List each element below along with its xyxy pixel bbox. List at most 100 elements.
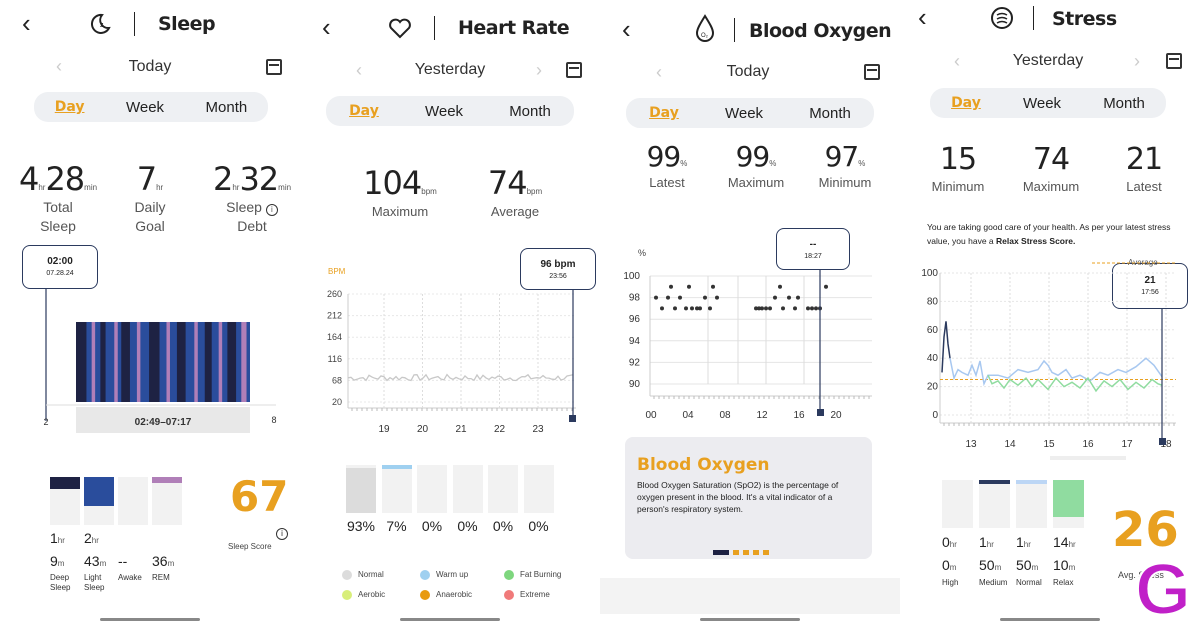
- carousel-dot-active[interactable]: [713, 550, 729, 555]
- carousel-dots[interactable]: [713, 542, 769, 560]
- stage-minutes: 43m: [84, 553, 107, 569]
- carousel-dot[interactable]: [763, 550, 769, 555]
- tab-week[interactable]: Week: [125, 98, 165, 116]
- data-point: [673, 306, 677, 311]
- x-tick-label: 20: [417, 424, 429, 435]
- svg-text:O₂: O₂: [701, 33, 709, 39]
- data-point: [760, 306, 764, 311]
- tab-day[interactable]: Day: [54, 99, 85, 115]
- x-tick-label: 2: [43, 417, 48, 427]
- data-point: [678, 295, 682, 300]
- stat-label: Debt: [237, 218, 267, 234]
- tooltip-time: 23:56: [549, 273, 567, 280]
- stress-line: [949, 357, 1163, 387]
- legend-item: Warm up: [420, 570, 468, 580]
- sleep-stage-chart[interactable]: 02:49–07:17 2 8: [0, 289, 300, 439]
- sleep-debt-stat: 2hr32min Sleep i Debt: [212, 160, 292, 236]
- tooltip-value: 21: [1144, 275, 1156, 286]
- back-icon[interactable]: ‹: [918, 2, 927, 32]
- tab-week[interactable]: Week: [1022, 94, 1062, 112]
- oxygen-tooltip: -- 18:27: [776, 228, 850, 270]
- stat-label: Total: [43, 199, 73, 215]
- level-hours: 0hr: [942, 534, 957, 550]
- stress-level-bar: [979, 480, 1010, 528]
- m-unit: m: [167, 559, 175, 568]
- stat-value: 74: [1032, 142, 1070, 177]
- sleep-score: 67: [230, 472, 289, 521]
- heart-rate-panel: ‹ Heart Rate ‹ Yesterday › Day Week Mont…: [300, 0, 600, 628]
- tab-month[interactable]: Month: [509, 102, 551, 120]
- data-point: [754, 306, 758, 311]
- data-point: [781, 306, 785, 311]
- level-minutes: 50m: [979, 557, 1002, 573]
- scroll-indicator[interactable]: [1050, 456, 1126, 460]
- tab-day[interactable]: Day: [349, 103, 379, 119]
- data-point: [787, 295, 791, 300]
- tab-month[interactable]: Month: [205, 98, 248, 116]
- prev-date-icon[interactable]: ‹: [56, 56, 62, 76]
- carousel-dot[interactable]: [743, 550, 749, 555]
- header-separator: [134, 12, 135, 36]
- prev-date-icon[interactable]: ‹: [656, 62, 662, 82]
- header-separator: [434, 16, 435, 40]
- data-point: [768, 306, 772, 311]
- stress-stat: 21 Latest: [1104, 142, 1184, 196]
- back-icon[interactable]: ‹: [622, 14, 631, 44]
- stat-label: Goal: [135, 218, 165, 234]
- stage-bar: [50, 477, 80, 525]
- x-tick-label: 8: [271, 415, 276, 425]
- info-text: Blood Oxygen Saturation (SpO2) is the pe…: [637, 480, 839, 514]
- stress-panel: ‹ Stress ‹ Yesterday › Day Week Month Yo…: [900, 0, 1200, 628]
- tooltip-time: 18:27: [804, 253, 822, 260]
- calendar-icon[interactable]: [266, 59, 282, 75]
- calendar-icon[interactable]: [566, 62, 582, 78]
- stage-bar-fill: [50, 477, 80, 489]
- prev-date-icon[interactable]: ‹: [356, 60, 362, 80]
- stage-minutes: --: [118, 553, 128, 569]
- percent-unit: %: [858, 159, 866, 168]
- calendar-icon[interactable]: [1166, 53, 1182, 69]
- zone-bar-fill: [346, 468, 376, 513]
- legend-swatch: [504, 570, 514, 580]
- heart-rate-grid: 260 212 164 116 68 20 19 20 21 22 23: [327, 289, 576, 435]
- tab-week[interactable]: Week: [424, 102, 464, 120]
- next-date-icon[interactable]: ›: [536, 60, 542, 80]
- stress-chart[interactable]: 100 80 60 40 20 0 13 14 15 16 17 18: [900, 262, 1200, 462]
- stat-value: 99: [646, 140, 682, 173]
- stage-bar: [152, 477, 182, 525]
- blood-oxygen-chart[interactable]: % 100 98 96 94 92 90 00 04 08 12 16 20: [600, 240, 900, 430]
- carousel-dot[interactable]: [753, 550, 759, 555]
- hr-unit: hr: [57, 536, 65, 545]
- tab-day[interactable]: Day: [649, 105, 679, 121]
- stress-level-fill: [1053, 480, 1084, 517]
- stage-label: Sleep: [84, 583, 105, 592]
- info-icon[interactable]: i: [276, 528, 288, 540]
- sleep-stage-segment: [114, 322, 118, 402]
- tab-week[interactable]: Week: [724, 104, 764, 122]
- back-icon[interactable]: ‹: [322, 12, 331, 42]
- stat-label: Maximum: [1022, 179, 1080, 194]
- tab-month[interactable]: Month: [809, 104, 851, 122]
- back-icon[interactable]: ‹: [22, 8, 31, 38]
- tab-month[interactable]: Month: [1103, 94, 1145, 112]
- y-tick-label: 0: [932, 410, 938, 421]
- period-tabs: Day Week Month: [930, 88, 1166, 118]
- calendar-icon[interactable]: [864, 64, 880, 80]
- heart-rate-chart[interactable]: BPM 260 212 164 116 68 20 19 20 21 22 23: [300, 260, 600, 440]
- high-stress-line: [941, 321, 951, 373]
- next-date-icon[interactable]: ›: [1134, 51, 1140, 71]
- min-unit: min: [84, 183, 98, 192]
- tab-day[interactable]: Day: [951, 95, 981, 111]
- sleep-moon-icon: z: [88, 12, 112, 36]
- sleep-score-label: Sleep Score: [228, 542, 272, 551]
- page-title: Stress: [1052, 8, 1117, 30]
- legend-swatch: [420, 570, 430, 580]
- oxygen-grid: 100 98 96 94 92 90 00 04 08 12 16 20: [623, 271, 872, 421]
- zone-percent: 0%: [457, 518, 478, 534]
- info-icon[interactable]: i: [265, 204, 278, 216]
- period-tabs: Day Week Month: [34, 92, 268, 122]
- prev-date-icon[interactable]: ‹: [954, 51, 960, 71]
- date-label: Yesterday: [1012, 52, 1084, 69]
- bpm-unit: bpm: [421, 187, 437, 196]
- carousel-dot[interactable]: [733, 550, 739, 555]
